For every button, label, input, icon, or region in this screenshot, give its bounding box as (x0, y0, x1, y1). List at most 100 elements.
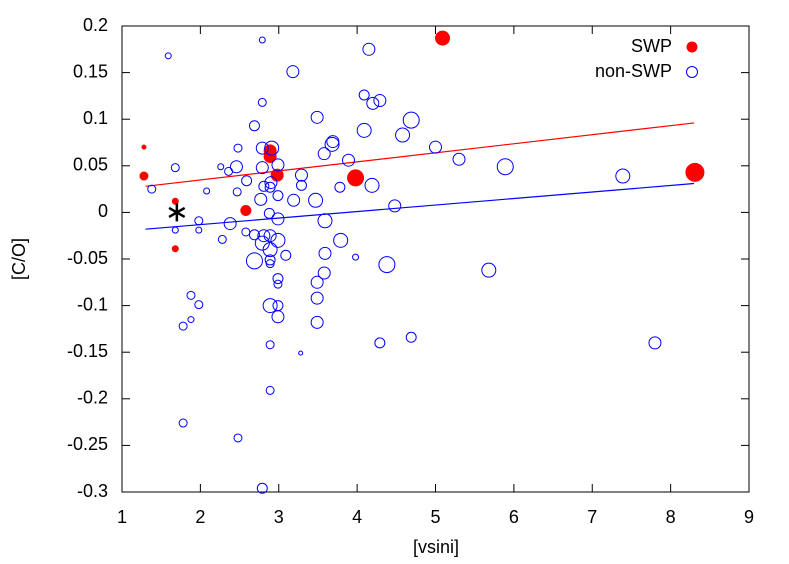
y-tick-label: 0.1 (83, 108, 108, 128)
x-tick-label: 4 (352, 507, 362, 527)
data-point (356, 122, 372, 138)
data-point (342, 153, 356, 167)
data-point (352, 253, 360, 261)
data-point (615, 168, 631, 184)
data-point (141, 144, 147, 150)
data-point (263, 207, 275, 219)
legend-label: SWP (631, 36, 672, 56)
data-point (272, 273, 284, 285)
data-point (395, 127, 411, 143)
data-point (233, 433, 243, 443)
data-point (271, 158, 285, 172)
data-point (280, 249, 292, 261)
data-point (318, 246, 332, 260)
data-point (194, 300, 204, 310)
data-point (255, 161, 269, 175)
fit-line (145, 122, 695, 187)
data-point (241, 175, 253, 187)
data-point (265, 385, 275, 395)
x-tick-label: 5 (430, 507, 440, 527)
reference-point (168, 203, 186, 222)
y-tick-label: 0 (98, 201, 108, 221)
legend-marker (686, 41, 698, 53)
legend-label: non-SWP (595, 61, 672, 81)
data-point (317, 266, 331, 280)
data-point (203, 187, 211, 195)
data-point (298, 350, 304, 356)
data-point (358, 89, 370, 101)
data-point (232, 187, 242, 197)
y-tick-label: 0.05 (73, 155, 108, 175)
x-axis-label: [vsini] (413, 537, 459, 557)
y-tick-label: -0.2 (77, 388, 108, 408)
data-point (366, 96, 380, 110)
data-point (186, 290, 196, 300)
y-tick-label: -0.05 (67, 248, 108, 268)
data-point (248, 229, 260, 241)
data-point (195, 226, 203, 234)
data-point (265, 340, 275, 350)
data-point (258, 36, 266, 44)
data-point (685, 162, 705, 182)
data-point (254, 192, 268, 206)
data-point (270, 232, 286, 248)
x-tick-label: 3 (274, 507, 284, 527)
fit-line (145, 182, 695, 230)
data-point (194, 216, 204, 226)
data-point (310, 315, 324, 329)
y-tick-label: 0.15 (73, 61, 108, 81)
data-point (258, 180, 270, 192)
data-point (233, 143, 243, 153)
data-point (272, 190, 284, 202)
x-tick-label: 1 (117, 507, 127, 527)
data-point (287, 193, 301, 207)
data-point (147, 184, 157, 194)
data-point (333, 232, 349, 248)
x-tick-label: 9 (744, 507, 754, 527)
x-tick-label: 6 (509, 507, 519, 527)
data-point (171, 197, 179, 205)
data-point (241, 227, 251, 237)
x-tick-label: 8 (666, 507, 676, 527)
data-point (224, 166, 234, 176)
data-point (255, 141, 269, 155)
data-point (374, 337, 386, 349)
reference-stroke (168, 206, 186, 218)
data-point (317, 147, 331, 161)
data-point (178, 321, 188, 331)
data-point (262, 298, 278, 314)
data-point (264, 254, 276, 266)
data-point (223, 217, 237, 231)
data-point (171, 226, 179, 234)
data-point (388, 199, 402, 213)
data-point (295, 179, 307, 191)
data-point (405, 331, 417, 343)
data-point (240, 205, 252, 217)
data-point (334, 181, 346, 193)
data-point (256, 482, 268, 494)
data-point (271, 212, 285, 226)
x-tick-label: 7 (587, 507, 597, 527)
data-point (435, 30, 451, 46)
data-point (308, 192, 324, 208)
data-point (217, 163, 225, 171)
data-point (171, 245, 179, 253)
data-point (263, 229, 277, 243)
data-point (271, 310, 285, 324)
data-point (362, 42, 376, 56)
y-tick-label: -0.25 (67, 434, 108, 454)
data-point (429, 140, 442, 154)
data-point (317, 213, 333, 229)
data-point (373, 94, 387, 108)
data-point (187, 316, 195, 324)
data-point (402, 111, 420, 129)
y-tick-label: -0.15 (67, 341, 108, 361)
x-tick-label: 2 (195, 507, 205, 527)
data-point (324, 136, 340, 152)
y-tick-label: 0.2 (83, 15, 108, 35)
data-point (481, 262, 497, 278)
data-point (164, 52, 172, 60)
data-point (178, 418, 188, 428)
data-point (245, 252, 263, 270)
